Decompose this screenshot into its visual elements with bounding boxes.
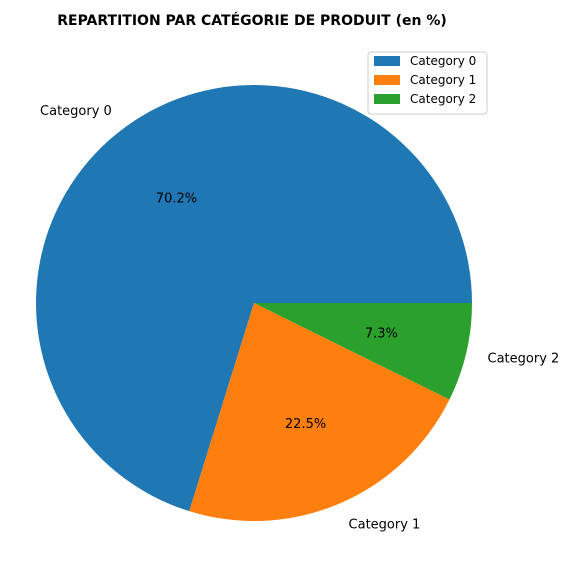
pie-slice-1 <box>189 303 450 521</box>
chart-title: REPARTITION PAR CATÉGORIE DE PRODUIT (en… <box>57 12 447 29</box>
legend-label-0: Category 0 <box>410 54 476 68</box>
legend-label-1: Category 1 <box>410 73 476 87</box>
percent-label-0: 70.2% <box>156 192 197 207</box>
legend-label-2: Category 2 <box>410 92 476 106</box>
category-label-2: Category 2 <box>488 352 560 367</box>
percent-label-1: 22.5% <box>285 417 326 432</box>
percent-label-2: 7.3% <box>365 327 398 342</box>
pie-slice-2 <box>254 303 472 400</box>
pie-slices <box>35 84 473 521</box>
pie-slice-0 <box>35 84 473 512</box>
pie-labels: 70.2% Category 0 22.5% Category 1 7.3% Catego… <box>40 104 559 532</box>
category-label-0: Category 0 <box>40 104 112 119</box>
legend-swatch-2 <box>374 94 400 104</box>
legend-swatch-1 <box>374 75 400 85</box>
legend: Category 0 Category 1 Category 2 <box>367 51 488 115</box>
category-label-1: Category 1 <box>349 517 421 532</box>
legend-swatch-0 <box>374 56 400 66</box>
